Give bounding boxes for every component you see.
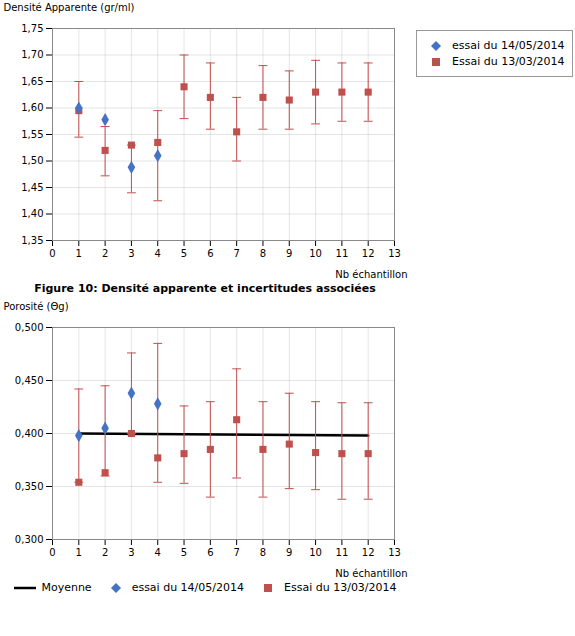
svg-text:Porosité (Θg): Porosité (Θg) <box>4 301 69 312</box>
svg-text:1,50: 1,50 <box>21 155 43 166</box>
svg-text:3: 3 <box>128 248 134 259</box>
svg-text:4: 4 <box>155 248 161 259</box>
svg-text:8: 8 <box>260 248 266 259</box>
svg-text:2: 2 <box>102 248 108 259</box>
html-text:essai du 14/05/2014: essai du 14/05/2014 <box>131 581 244 594</box>
svg-text:10: 10 <box>309 248 322 259</box>
svg-text:0: 0 <box>49 547 55 558</box>
svg-text:12: 12 <box>362 547 375 558</box>
html-text:Moyenne: Moyenne <box>41 581 92 594</box>
svg-text:1,45: 1,45 <box>21 182 43 193</box>
svg-text:9: 9 <box>286 248 292 259</box>
svg-text:0,300: 0,300 <box>15 534 44 545</box>
svg-text:2: 2 <box>102 547 108 558</box>
svg-text:Nb échantillon: Nb échantillon <box>335 568 407 579</box>
svg-text:6: 6 <box>207 248 213 259</box>
svg-text:13: 13 <box>388 248 401 259</box>
svg-text:1,70: 1,70 <box>21 49 43 60</box>
svg-text:0,500: 0,500 <box>15 322 44 333</box>
svg-text:3: 3 <box>128 547 134 558</box>
svg-text:6: 6 <box>207 547 213 558</box>
svg-text:9: 9 <box>286 547 292 558</box>
svg-text:0,350: 0,350 <box>15 481 44 492</box>
svg-text:0,400: 0,400 <box>15 428 44 439</box>
svg-text:5: 5 <box>181 248 187 259</box>
svg-text:1,65: 1,65 <box>21 76 43 87</box>
svg-text:0: 0 <box>49 248 55 259</box>
svg-text:1,35: 1,35 <box>21 235 43 246</box>
svg-text:7: 7 <box>233 248 239 259</box>
svg-text:4: 4 <box>155 547 161 558</box>
svg-text:1: 1 <box>76 547 82 558</box>
svg-text:11: 11 <box>336 248 349 259</box>
html-text:Essai du 13/03/2014: Essai du 13/03/2014 <box>284 581 397 594</box>
html-text:Essai du 13/03/2014: Essai du 13/03/2014 <box>452 55 565 68</box>
svg-text:10: 10 <box>309 547 322 558</box>
html-text:essai du 14/05/2014: essai du 14/05/2014 <box>452 39 565 52</box>
svg-text:8: 8 <box>260 547 266 558</box>
svg-text:1,40: 1,40 <box>21 208 43 219</box>
svg-text:13: 13 <box>388 547 401 558</box>
svg-text:Densité Apparente (gr/ml): Densité Apparente (gr/ml) <box>4 2 135 13</box>
svg-text:1,60: 1,60 <box>21 102 43 113</box>
svg-text:1,55: 1,55 <box>21 129 43 140</box>
svg-text:Nb échantillon: Nb échantillon <box>335 269 407 280</box>
svg-text:1,75: 1,75 <box>21 23 43 34</box>
svg-text:11: 11 <box>336 547 349 558</box>
svg-text:0,450: 0,450 <box>15 375 44 386</box>
svg-text:5: 5 <box>181 547 187 558</box>
svg-text:1: 1 <box>76 248 82 259</box>
svg-text:7: 7 <box>233 547 239 558</box>
html-text:Figure 10: Densité apparente e: Figure 10: Densité apparente et incertit… <box>34 282 376 295</box>
svg-text:12: 12 <box>362 248 375 259</box>
